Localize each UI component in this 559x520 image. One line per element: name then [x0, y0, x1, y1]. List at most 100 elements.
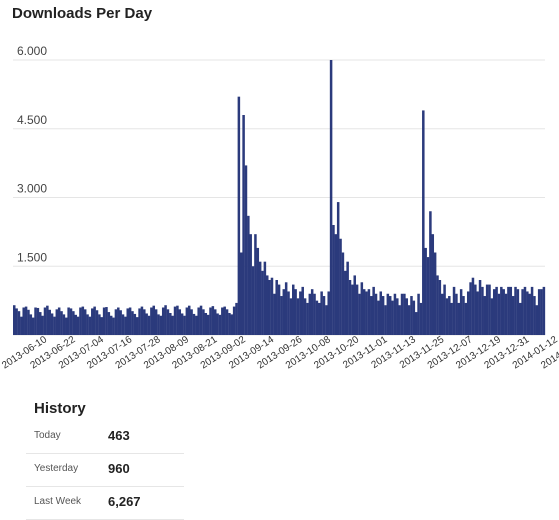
bar: [292, 284, 295, 335]
bar: [303, 298, 307, 335]
bar: [88, 316, 92, 335]
bar: [315, 300, 319, 336]
bar: [433, 252, 437, 335]
bar: [41, 315, 44, 335]
downloads-chart: 1.500 3.000 4.500 6.000 2013-06-102013-06-2…: [0, 44, 559, 371]
bar: [117, 307, 120, 335]
bar: [526, 291, 529, 335]
bar: [362, 289, 366, 335]
bar: [325, 305, 328, 335]
bar: [133, 313, 137, 335]
bar: [308, 293, 312, 335]
bar: [490, 298, 494, 335]
bar: [469, 282, 472, 335]
bar: [244, 165, 248, 335]
bar: [192, 313, 196, 335]
bar: [65, 317, 68, 335]
bar: [230, 314, 234, 336]
bar: [341, 252, 345, 335]
history-value: 960: [108, 461, 130, 476]
bar: [381, 296, 385, 335]
bar: [53, 316, 56, 335]
bar: [48, 309, 51, 335]
bar: [147, 315, 151, 335]
bar: [140, 306, 144, 335]
bar: [400, 293, 404, 335]
history-value: 463: [108, 428, 130, 443]
bar: [98, 314, 101, 336]
bar: [190, 309, 193, 335]
bar: [507, 286, 510, 336]
bar: [336, 202, 340, 335]
bar: [280, 296, 283, 335]
bar: [431, 234, 435, 335]
bar: [76, 316, 80, 335]
bar: [277, 284, 281, 335]
history-title: History: [34, 400, 86, 417]
bar: [235, 302, 238, 335]
bar: [57, 307, 61, 335]
bar: [379, 291, 382, 335]
bar: [24, 306, 28, 335]
bar: [152, 305, 156, 335]
bar: [372, 286, 375, 336]
history-label: Yesterday: [34, 463, 79, 474]
bar: [273, 293, 276, 335]
bar-series: [13, 60, 546, 336]
bar: [251, 266, 255, 335]
bar: [334, 234, 338, 335]
bar: [374, 293, 378, 335]
bar: [414, 312, 418, 335]
bar: [169, 313, 172, 335]
bar: [384, 305, 387, 335]
bar: [159, 315, 163, 335]
bar: [232, 306, 236, 335]
bar: [360, 282, 364, 335]
bar: [398, 305, 401, 335]
bar: [275, 280, 278, 335]
bar: [540, 289, 543, 335]
bar: [50, 313, 54, 335]
bar: [209, 307, 212, 335]
bar: [178, 309, 182, 335]
bar: [211, 306, 215, 336]
bar: [528, 293, 531, 335]
bar: [268, 280, 271, 335]
bar: [459, 289, 463, 335]
bar: [455, 293, 458, 335]
bar: [187, 305, 191, 335]
bar: [131, 311, 134, 335]
bar: [450, 302, 453, 335]
bar: [495, 286, 498, 336]
bar: [171, 315, 174, 335]
bar: [417, 293, 420, 335]
bar: [481, 286, 484, 336]
bar: [15, 308, 18, 335]
bar: [180, 313, 184, 335]
bar: [511, 296, 515, 335]
bar: [289, 298, 293, 335]
bar: [448, 296, 451, 335]
bar: [173, 306, 177, 335]
history-value: 6,267: [108, 494, 141, 509]
bar: [407, 305, 411, 335]
bar: [542, 286, 546, 336]
bar: [353, 275, 356, 335]
bar: [348, 280, 352, 335]
bar: [263, 261, 267, 335]
bar: [445, 298, 449, 335]
bar: [185, 307, 189, 335]
bar: [396, 298, 399, 335]
bar: [332, 225, 335, 335]
bar: [135, 317, 139, 336]
bar: [438, 280, 442, 335]
bar: [81, 306, 85, 335]
bar: [83, 309, 87, 335]
bar: [46, 305, 49, 335]
bar: [500, 286, 503, 336]
y-tick-label: 4.500: [17, 113, 47, 127]
bar: [320, 291, 323, 335]
bar: [471, 277, 475, 335]
bar: [367, 289, 371, 335]
bar: [126, 308, 129, 335]
